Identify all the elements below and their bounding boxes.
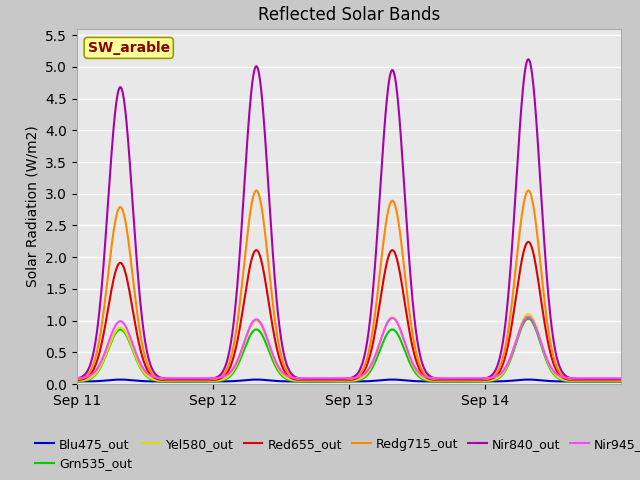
- Grn535_out: [306, 379, 314, 384]
- Line: Blu475_out: Blu475_out: [77, 380, 621, 382]
- Nir840_out: [73, 375, 81, 381]
- Nir945_out: [301, 375, 309, 381]
- Yel580_out: [73, 378, 81, 384]
- Redg715_out: [617, 377, 625, 383]
- Grn535_out: [332, 379, 339, 384]
- Grn535_out: [600, 379, 608, 384]
- Blu475_out: [332, 379, 339, 384]
- Red655_out: [617, 377, 625, 383]
- Blu475_out: [573, 379, 581, 384]
- Yel580_out: [573, 378, 581, 384]
- Blu475_out: [116, 377, 124, 383]
- Nir945_out: [524, 314, 532, 320]
- Nir945_out: [306, 375, 314, 381]
- Line: Redg715_out: Redg715_out: [77, 191, 621, 380]
- Grn535_out: [524, 316, 532, 322]
- Line: Red655_out: Red655_out: [77, 242, 621, 380]
- Redg715_out: [524, 188, 532, 193]
- Nir840_out: [332, 376, 339, 382]
- Nir945_out: [617, 375, 625, 381]
- Redg715_out: [306, 377, 314, 383]
- Line: Nir945_out: Nir945_out: [77, 317, 621, 378]
- Nir840_out: [306, 376, 314, 382]
- Redg715_out: [468, 377, 476, 383]
- Redg715_out: [332, 377, 339, 383]
- Blu475_out: [600, 379, 608, 384]
- Red655_out: [468, 377, 476, 383]
- Blu475_out: [306, 379, 314, 384]
- Blu475_out: [73, 379, 81, 384]
- Nir840_out: [573, 376, 581, 382]
- Line: Grn535_out: Grn535_out: [77, 319, 621, 382]
- Nir840_out: [600, 376, 608, 382]
- Text: SW_arable: SW_arable: [88, 41, 170, 55]
- Nir945_out: [73, 375, 81, 381]
- Redg715_out: [301, 377, 309, 383]
- Red655_out: [573, 377, 581, 383]
- Redg715_out: [73, 376, 81, 382]
- Blu475_out: [617, 379, 625, 384]
- Yel580_out: [301, 378, 309, 384]
- Blu475_out: [301, 379, 309, 384]
- Grn535_out: [617, 379, 625, 384]
- Redg715_out: [600, 377, 608, 383]
- Yel580_out: [332, 378, 339, 384]
- Yel580_out: [617, 378, 625, 384]
- Line: Nir840_out: Nir840_out: [77, 59, 621, 379]
- Yel580_out: [306, 378, 314, 384]
- Blu475_out: [468, 379, 476, 384]
- Title: Reflected Solar Bands: Reflected Solar Bands: [258, 6, 440, 24]
- Red655_out: [73, 377, 81, 383]
- Nir945_out: [573, 375, 581, 381]
- Red655_out: [301, 377, 309, 383]
- Grn535_out: [73, 379, 81, 384]
- Nir945_out: [600, 375, 608, 381]
- Nir840_out: [468, 376, 476, 382]
- Nir840_out: [301, 376, 309, 382]
- Red655_out: [306, 377, 314, 383]
- Redg715_out: [573, 377, 581, 383]
- Nir945_out: [332, 375, 339, 381]
- Grn535_out: [468, 379, 476, 384]
- Line: Yel580_out: Yel580_out: [77, 314, 621, 381]
- Nir840_out: [524, 56, 532, 62]
- Yel580_out: [600, 378, 608, 384]
- Nir945_out: [468, 375, 476, 381]
- Yel580_out: [524, 312, 532, 317]
- Y-axis label: Solar Radiation (W/m2): Solar Radiation (W/m2): [26, 126, 40, 287]
- Red655_out: [332, 377, 339, 383]
- Grn535_out: [301, 379, 309, 384]
- Red655_out: [600, 377, 608, 383]
- Grn535_out: [573, 379, 581, 384]
- Nir840_out: [617, 376, 625, 382]
- Yel580_out: [468, 378, 476, 384]
- Legend: Blu475_out, Grn535_out, Yel580_out, Red655_out, Redg715_out, Nir840_out, Nir945_: Blu475_out, Grn535_out, Yel580_out, Red6…: [30, 433, 640, 475]
- Red655_out: [524, 239, 532, 245]
